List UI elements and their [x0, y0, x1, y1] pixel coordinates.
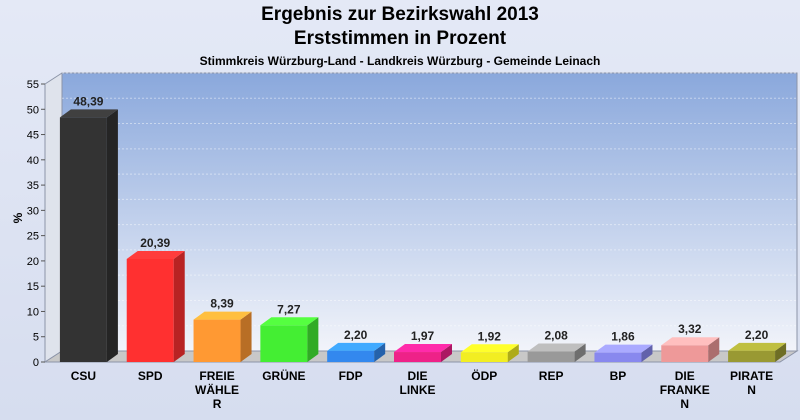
- y-tick-label: 25: [27, 231, 39, 243]
- data-label: 1,86: [611, 330, 635, 344]
- y-tick-label: 30: [27, 205, 39, 217]
- x-tick-label: FREIE WÄHLE R: [195, 369, 239, 411]
- bar-front: [193, 319, 241, 362]
- chart-subtitle: Stimmkreis Würzburg-Land - Landkreis Wür…: [199, 54, 601, 68]
- bar: 1,97: [394, 329, 452, 362]
- data-label: 3,32: [678, 322, 702, 336]
- x-tick-label: DIE LINKE: [400, 369, 436, 397]
- bar-top: [327, 342, 386, 351]
- bar-front: [394, 352, 441, 362]
- chart-title-line-2: Erststimmen in Prozent: [293, 28, 507, 49]
- y-tick-label: 35: [27, 180, 39, 192]
- bar: 2,20: [728, 328, 787, 362]
- x-tick-label: PIRATE N: [730, 369, 773, 397]
- x-tick-label: GRÜNE: [262, 368, 305, 383]
- bar-top: [661, 337, 720, 346]
- bar: 20,39: [126, 236, 185, 362]
- x-tick-label: CSU: [71, 369, 96, 383]
- x-tick-label: FDP: [339, 369, 363, 383]
- bar-front: [327, 350, 375, 362]
- y-tick-label: 20: [27, 256, 39, 268]
- y-tick-label: 50: [27, 104, 39, 116]
- data-label: 2,20: [344, 328, 368, 342]
- bar-top: [126, 250, 185, 259]
- y-tick-label: 40: [27, 155, 39, 167]
- bar-front: [594, 352, 642, 362]
- bar: 1,92: [460, 329, 519, 362]
- data-label: 8,39: [210, 297, 234, 311]
- bar-side: [574, 343, 586, 362]
- bar-top: [260, 317, 319, 326]
- y-tick-label: 10: [27, 306, 39, 318]
- data-label: 1,92: [478, 329, 502, 343]
- bar-front: [460, 352, 508, 362]
- data-label: 2,08: [544, 328, 568, 342]
- bar-front: [260, 325, 308, 362]
- bar: 8,39: [193, 297, 252, 362]
- bar-top: [728, 342, 787, 351]
- bar-side: [307, 317, 319, 362]
- y-tick-label: 0: [33, 357, 39, 369]
- bar-front: [527, 351, 575, 362]
- bar-front: [661, 345, 709, 362]
- y-axis-label: %: [11, 212, 25, 223]
- y-tick-label: 5: [33, 332, 39, 344]
- x-tick-label: ÖDP: [471, 368, 497, 383]
- x-tick-label: BP: [610, 369, 627, 383]
- data-label: 2,20: [745, 328, 769, 342]
- y-tick-label: 45: [27, 130, 39, 142]
- chart-title: Ergebnis zur Bezirkswahl 2013: [261, 4, 539, 25]
- bar: 3,32: [661, 322, 720, 362]
- data-label: 7,27: [277, 302, 301, 316]
- bar-side: [775, 342, 787, 362]
- bar-side: [641, 344, 653, 362]
- chart-side-wall: [44, 72, 63, 363]
- bar-side: [441, 344, 452, 362]
- bar-front: [59, 117, 107, 362]
- bar-top: [594, 344, 653, 353]
- bar: 2,08: [527, 328, 586, 362]
- bar-top: [193, 311, 252, 320]
- bar-side: [240, 311, 252, 362]
- x-tick-label: DIE FRANKE N: [660, 369, 710, 411]
- y-tick-label: 15: [27, 281, 39, 293]
- bar-front: [728, 350, 776, 362]
- bar: 1,86: [594, 330, 653, 362]
- bar-side: [173, 250, 185, 362]
- bar-side: [106, 109, 118, 362]
- data-label: 48,39: [73, 94, 103, 108]
- x-tick-label: REP: [539, 369, 564, 383]
- bar-top: [527, 343, 586, 352]
- data-label: 1,97: [411, 329, 435, 343]
- bar-side: [507, 344, 519, 362]
- bar-side: [374, 342, 386, 362]
- bar-top: [460, 344, 519, 353]
- bar-side: [708, 337, 720, 362]
- bar: 7,27: [260, 302, 319, 362]
- data-label: 20,39: [140, 236, 170, 250]
- bar: 2,20: [327, 328, 386, 362]
- bar: 48,39: [59, 94, 118, 362]
- y-tick-label: 55: [27, 79, 39, 91]
- bar-top: [59, 109, 118, 118]
- x-tick-label: SPD: [138, 369, 163, 383]
- bar-top: [394, 344, 452, 353]
- bar-front: [126, 258, 174, 362]
